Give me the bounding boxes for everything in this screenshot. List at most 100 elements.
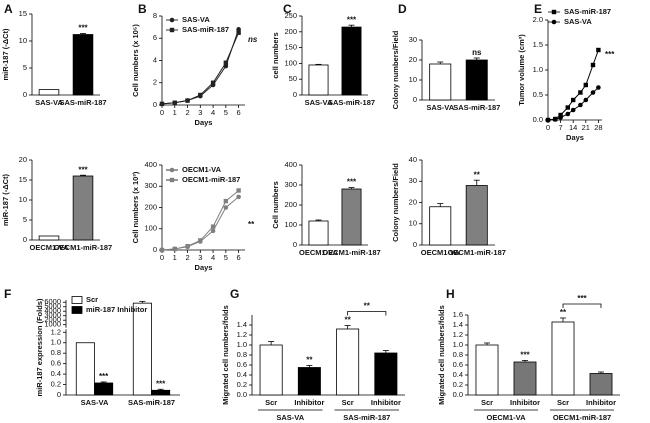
x-tick-label: 4 xyxy=(211,253,215,262)
y-tick-label: 5 xyxy=(23,63,27,72)
marker xyxy=(236,30,241,35)
legend-label: SAS-VA xyxy=(182,15,210,24)
y-tick-label: 0.6 xyxy=(453,360,463,369)
marker xyxy=(210,80,216,85)
panel-chart: E Tumor volume (cm³) 0.0 0.5 1.0 1.5 2.0 0 7 14 21… xyxy=(517,2,615,142)
y-tick-label: 30 xyxy=(409,176,417,185)
marker xyxy=(565,105,570,110)
panel-letter: A xyxy=(4,2,13,16)
group-label: OECM1-VA xyxy=(486,413,526,422)
x-tick-label: SAS-miR-187 xyxy=(453,103,500,112)
group-label: OECM1-miR-187 xyxy=(553,413,611,422)
marker xyxy=(558,115,563,120)
x-axis-label: Days xyxy=(195,118,213,127)
y-tick-label: 0.2 xyxy=(453,380,463,389)
marker xyxy=(570,107,576,113)
y-tick-label: 300 xyxy=(144,181,157,190)
y-axis-label: miR-187 expression (Folds) xyxy=(35,298,44,396)
panel-letter: H xyxy=(446,287,455,301)
y-tick-label: 5 xyxy=(23,215,27,224)
marker xyxy=(558,112,563,118)
y-tick-label: 1.4 xyxy=(453,320,463,329)
bracket-label: *** xyxy=(577,294,587,303)
marker xyxy=(596,85,601,90)
y-axis-label: miR-187 (-ΔCt) xyxy=(1,173,10,226)
y-tick-label: 0.6 xyxy=(51,359,61,368)
marker xyxy=(590,90,596,95)
bar xyxy=(132,302,152,396)
y-tick-label: 30 xyxy=(409,35,417,44)
x-axis-label: Days xyxy=(195,263,213,272)
y-tick-label: 0 xyxy=(413,240,417,249)
marker xyxy=(583,97,589,103)
legend-marker xyxy=(169,167,175,173)
legend-swatch xyxy=(71,306,83,314)
y-axis-label: Migrated cell numbers/folds xyxy=(221,305,230,405)
x-tick-label: SAS-VA xyxy=(35,98,63,107)
y-axis-label: Colony numbers/Field xyxy=(391,163,400,242)
y-tick-label: 0 xyxy=(23,235,27,244)
y-tick-label: 200 xyxy=(144,202,157,211)
significance: ** xyxy=(306,356,313,365)
x-tick-label: SAS-miR-187 xyxy=(59,98,106,107)
y-tick-label: 0.0 xyxy=(533,115,543,124)
x-tick-label: 0 xyxy=(160,108,164,117)
legend-marker xyxy=(551,19,557,25)
y-axis-label: Colony numbers/Field xyxy=(391,30,400,109)
y-tick-label: 250 xyxy=(284,11,297,20)
group-label: SAS-VA xyxy=(276,413,304,422)
legend-label: miR-187 Inhibitor xyxy=(86,305,147,314)
bar xyxy=(336,328,360,396)
y-tick-label: 1.0 xyxy=(453,340,463,349)
y-tick-label: 1.0 xyxy=(51,338,61,347)
bracket xyxy=(562,303,602,308)
legend-marker xyxy=(169,17,175,23)
x-tick-label: Inhibitor xyxy=(371,398,401,407)
legend-swatch xyxy=(71,296,83,304)
y-axis-label: Cell numbers xyxy=(271,181,280,229)
y-tick-label: 400 xyxy=(284,160,297,169)
x-tick-label: 0 xyxy=(546,123,550,132)
x-tick-label: 3 xyxy=(198,108,202,117)
marker xyxy=(571,97,576,103)
y-tick-label: 10 xyxy=(409,75,417,84)
y-tick-label: 1.2 xyxy=(453,330,463,339)
marker xyxy=(210,224,216,229)
significance: ns xyxy=(248,35,258,44)
y-tick-label: 0 xyxy=(153,100,157,109)
bar xyxy=(465,59,488,101)
y-tick-label: 10 xyxy=(409,219,417,228)
x-tick-label: Inhibitor xyxy=(294,398,324,407)
marker xyxy=(223,198,229,204)
x-tick-label: 5 xyxy=(224,108,228,117)
y-tick-label: 1.2 xyxy=(51,327,61,336)
significance: *** xyxy=(78,165,88,174)
y-tick-label: 2.0 xyxy=(533,15,543,24)
marker xyxy=(172,100,177,105)
y-tick-label: 3000 xyxy=(44,311,61,320)
y-tick-label: 150 xyxy=(284,43,297,52)
marker xyxy=(185,98,190,103)
bar xyxy=(341,26,362,96)
bar xyxy=(38,89,60,96)
marker xyxy=(185,243,190,249)
y-tick-label: 0.0 xyxy=(453,390,463,399)
x-tick-label: 0 xyxy=(160,253,164,262)
y-tick-label: 5000 xyxy=(44,302,61,311)
bracket-label: ** xyxy=(364,302,371,311)
y-tick-label: 20 xyxy=(409,197,417,206)
panel-chart: Cell numbers 0 100 200 300 400 OECM1-VAOECM1-m… xyxy=(271,160,381,257)
x-tick-label: 3 xyxy=(198,253,202,262)
bar xyxy=(38,235,60,241)
bar xyxy=(341,188,362,246)
x-tick-label: OECM1-miR-187 xyxy=(448,248,506,257)
bar xyxy=(151,389,171,396)
x-tick-label: SAS-VA xyxy=(305,98,333,107)
x-tick-label: Inhibitor xyxy=(586,398,616,407)
bar xyxy=(72,34,94,96)
y-tick-label: 6 xyxy=(153,33,157,42)
significance: *** xyxy=(520,351,530,360)
